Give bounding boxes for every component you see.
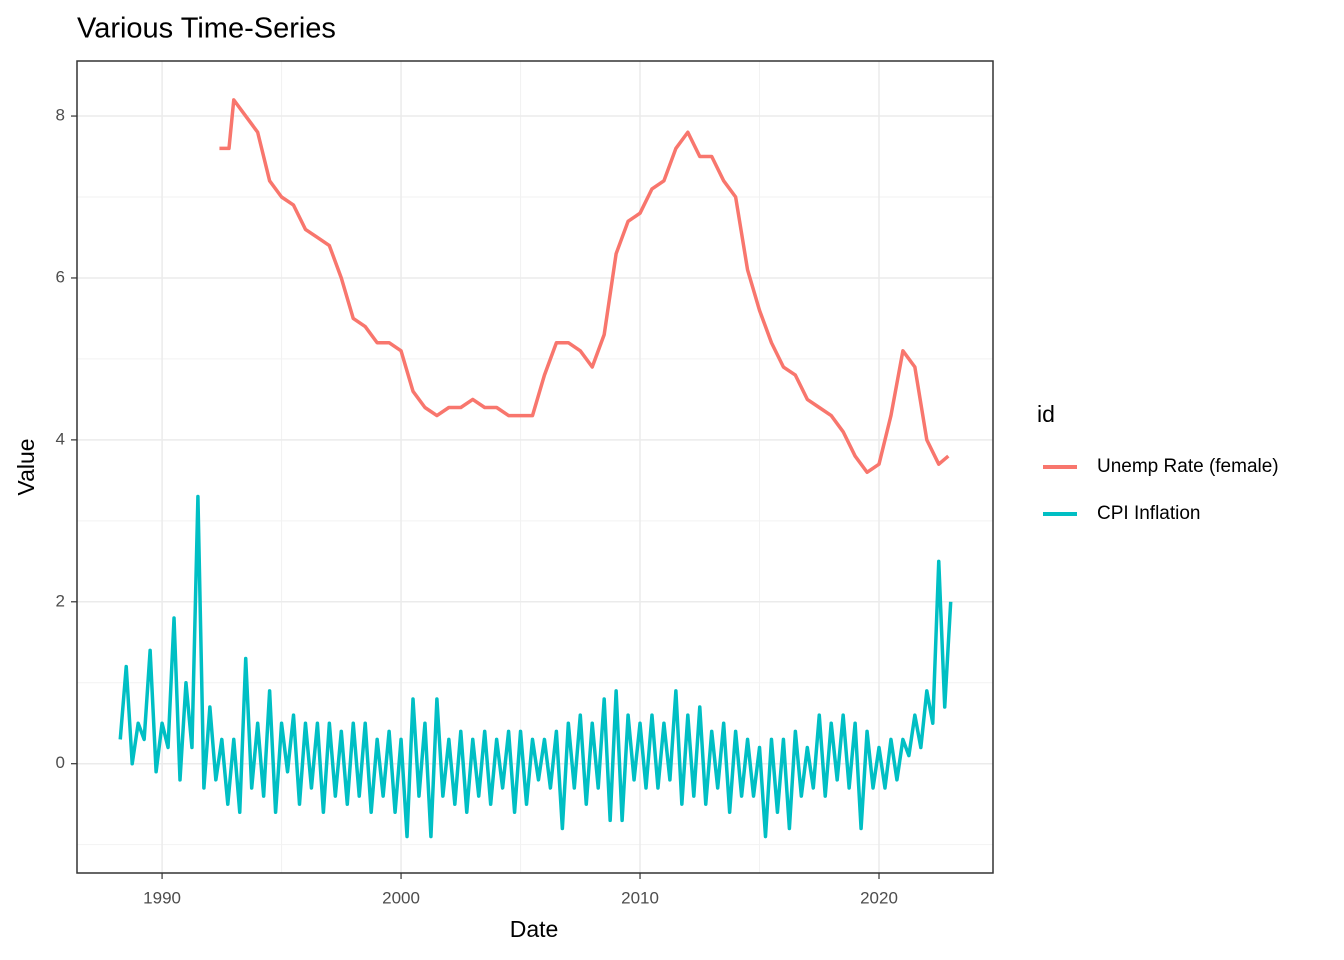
legend-label: CPI Inflation (1097, 503, 1201, 524)
x-axis-title: Date (510, 916, 559, 942)
x-tick-label: 2010 (621, 888, 659, 907)
legend-label: Unemp Rate (female) (1097, 456, 1279, 477)
chart-title: Various Time-Series (77, 13, 336, 45)
y-tick-label: 0 (56, 753, 65, 772)
y-tick-label: 4 (56, 429, 65, 448)
y-tick-label: 2 (56, 591, 65, 610)
legend-title: id (1037, 401, 1055, 427)
x-tick-label: 2020 (860, 888, 898, 907)
x-tick-label: 1990 (143, 888, 181, 907)
y-tick-label: 8 (56, 106, 65, 125)
series-line (118, 494, 953, 839)
series-line (219, 98, 950, 475)
x-tick-label: 2000 (382, 888, 420, 907)
y-tick-label: 6 (56, 267, 65, 286)
plot-border (76, 60, 994, 874)
y-axis-title: Value (13, 438, 39, 495)
